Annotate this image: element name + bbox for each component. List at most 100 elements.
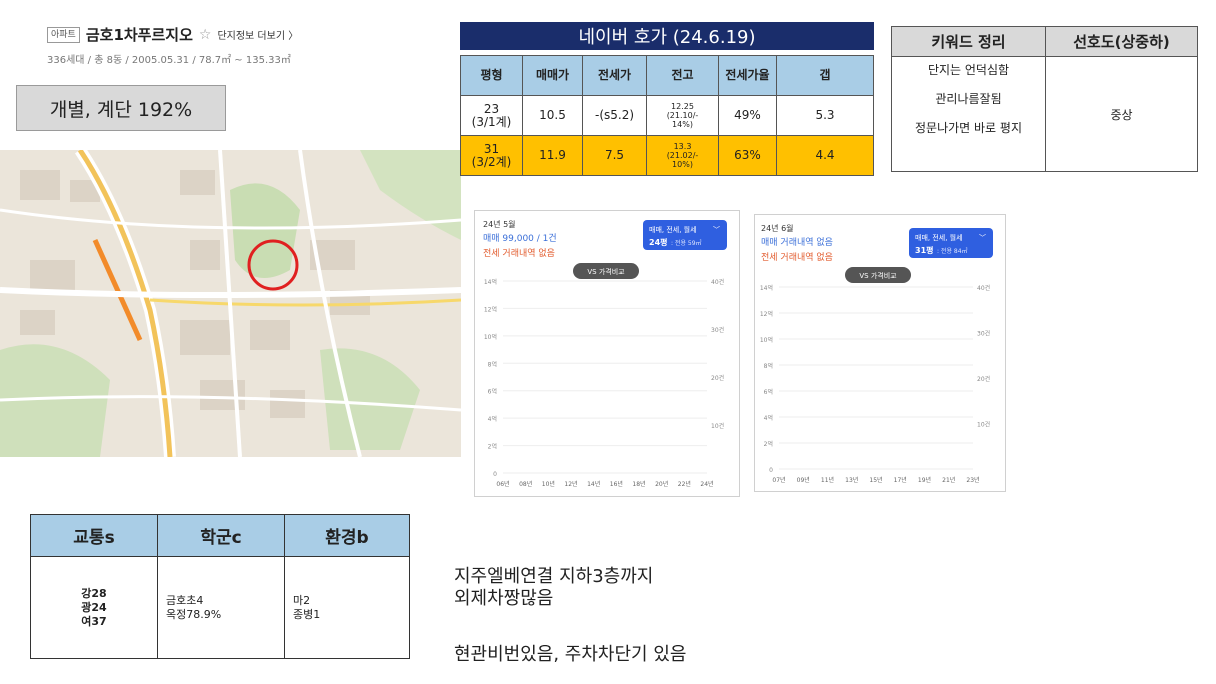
y-tick-label: 14억 [484,278,497,286]
transport-cell: 강28 광24 여37 [30,556,158,659]
favorite-star-icon[interactable]: ☆ [198,26,212,43]
y-right-tick-label: 40건 [977,284,990,292]
keyword-header: 키워드 정리 [891,26,1046,57]
svg-text:VS 가격비교: VS 가격비교 [587,267,625,276]
x-tick-label: 09년 [797,476,810,484]
chart-date: 24년 6월 [761,223,794,233]
x-tick-label: 20년 [655,480,668,488]
x-tick-label: 13년 [845,476,858,484]
cell-sale: 10.5 [522,95,583,136]
x-tick-label: 11년 [821,476,834,484]
keyword-table: 키워드 정리 선호도(상중하) 단지는 언덕심함 관리나름잘됨 정문나가면 바로… [891,26,1198,172]
keyword-item: 정문나가면 바로 평지 [915,121,1022,135]
cell-ratio: 49% [718,95,777,136]
chart-date: 24년 5월 [483,219,516,229]
y-tick-label: 8억 [764,362,773,370]
x-tick-label: 14년 [587,480,600,488]
x-tick-label: 24년 [700,480,713,488]
svg-text:: 전용 84㎡: : 전용 84㎡ [937,247,968,255]
price-chart-31py: 24년 6월 매매 거래내역 없음 전세 거래내역 없음 매매, 전세, 월세 … [754,214,1006,492]
note-line: 외제차짱많음 [454,588,554,609]
svg-text:﹀: ﹀ [979,234,986,242]
target-location-marker [247,239,299,291]
table-row: 23 (3/1계) 10.5 -(s5.2) 12.25 (21.10/- 14%) … [460,95,874,136]
keyword-list: 단지는 언덕심함 관리나름잘됨 정문나가면 바로 평지 [891,56,1046,172]
y-right-tick-label: 20건 [711,374,724,382]
cell-high: 13.3 (21.02/- 10%) [646,135,719,176]
x-tick-label: 19년 [918,476,931,484]
environment-cell: 마2 종병1 [284,556,410,659]
grade-label: 개별, 계단 192% [16,85,226,131]
apartment-tag: 아파트 [47,26,80,43]
environment-header: 환경b [284,514,410,557]
col-sale: 매매가 [522,55,583,96]
naver-table-title: 네이버 호가 (24.6.19) [460,22,874,50]
x-tick-label: 10년 [542,480,555,488]
cell-jeonse: -(s5.2) [582,95,647,136]
note-line: 지주엘베연결 지하3층까지 [454,566,654,587]
col-jeonse: 전세가 [582,55,647,96]
y-right-tick-label: 20건 [977,375,990,383]
preference-value: 중상 [1045,56,1198,172]
summary-table: 교통s 학군c 환경b 강28 광24 여37 금호초4 옥정78.9% 마2 … [30,514,410,659]
complex-info-more-link[interactable]: 단지정보 더보기 〉 [217,31,299,42]
col-type: 평형 [460,55,523,96]
type-select-dropdown[interactable]: 매매, 전세, 월세 ﹀ 24평 : 전용 59㎡ [643,220,727,250]
x-tick-label: 17년 [894,476,907,484]
y-right-tick-label: 10건 [711,422,724,430]
naver-price-table: 네이버 호가 (24.6.19) 평형 매매가 전세가 전고 전세가율 갭 23… [460,22,874,176]
y-right-tick-label: 10건 [977,421,990,429]
y-right-tick-label: 40건 [711,278,724,286]
cell-gap: 5.3 [776,95,874,136]
x-tick-label: 15년 [869,476,882,484]
y-tick-label: 0 [493,471,497,478]
y-right-tick-label: 30건 [977,330,990,338]
y-tick-label: 8억 [488,360,497,368]
svg-text:24평: 24평 [649,237,668,247]
notes: 지주엘베연결 지하3층까지 외제차짱많음 현관비번있음, 주차차단기 있음 [454,566,686,666]
y-right-tick-label: 30건 [711,326,724,334]
apartment-name[interactable]: 금호1차푸르지오 [85,26,193,44]
cell-high: 12.25 (21.10/- 14%) [646,95,719,136]
x-tick-label: 12년 [564,480,577,488]
y-tick-label: 2억 [488,443,497,451]
note-line: 현관비번있음, 주차차단기 있음 [454,644,687,665]
svg-text:매매, 전세, 월세: 매매, 전세, 월세 [649,225,697,234]
y-tick-label: 10억 [484,333,497,341]
y-tick-label: 12억 [484,305,497,313]
location-map[interactable] [0,150,461,457]
svg-text:: 전용 59㎡: : 전용 59㎡ [671,239,702,247]
cell-gap: 4.4 [776,135,874,176]
apartment-header: 아파트 금호1차푸르지오 ☆ 단지정보 더보기 〉 336세대 / 총 8동 /… [47,24,407,66]
y-tick-label: 4억 [764,414,773,422]
compare-button[interactable]: VS 가격비교 [573,263,639,279]
chart-jeonse-info: 전세 거래내역 없음 [483,248,555,259]
cell-sale: 11.9 [522,135,583,176]
cell-type: 31 (3/2계) [460,135,523,176]
chart-sale-info: 매매 99,000 / 1건 [483,233,557,244]
x-tick-label: 18년 [632,480,645,488]
school-cell: 금호초4 옥정78.9% [157,556,285,659]
y-tick-label: 6억 [764,388,773,396]
col-ratio: 전세가율 [718,55,777,96]
compare-button[interactable]: VS 가격비교 [845,267,911,283]
x-tick-label: 23년 [966,476,979,484]
type-select-dropdown[interactable]: 매매, 전세, 월세 ﹀ 31평 : 전용 84㎡ [909,228,993,258]
svg-text:31평: 31평 [915,245,934,255]
cell-ratio: 63% [718,135,777,176]
x-tick-label: 06년 [496,480,509,488]
col-high: 전고 [646,55,719,96]
price-chart-24py: 24년 5월 매매 99,000 / 1건 전세 거래내역 없음 매매, 전세,… [474,210,740,497]
keyword-item: 단지는 언덕심함 [927,63,1010,77]
x-tick-label: 08년 [519,480,532,488]
transport-header: 교통s [30,514,158,557]
cell-jeonse: 7.5 [582,135,647,176]
y-tick-label: 12억 [760,310,773,318]
cell-type: 23 (3/1계) [460,95,523,136]
y-tick-label: 4억 [488,415,497,423]
svg-text:매매, 전세, 월세: 매매, 전세, 월세 [915,233,963,242]
chart-jeonse-info: 전세 거래내역 없음 [761,252,833,263]
svg-text:VS 가격비교: VS 가격비교 [859,271,897,280]
svg-text:﹀: ﹀ [713,226,720,234]
table-row: 31 (3/2계) 11.9 7.5 13.3 (21.02/- 10%) 63% 4… [460,135,874,176]
